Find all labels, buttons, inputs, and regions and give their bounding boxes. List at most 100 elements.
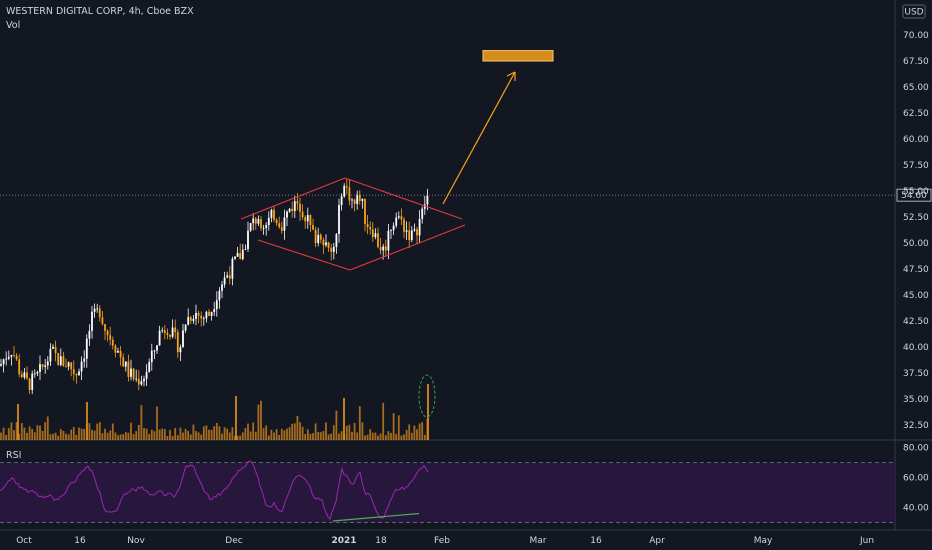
candle-body bbox=[252, 218, 255, 224]
candle-body bbox=[202, 318, 205, 320]
volume-bar bbox=[26, 432, 28, 440]
volume-bar bbox=[127, 432, 130, 440]
rsi-band-fill bbox=[0, 462, 895, 523]
volume-bar bbox=[296, 416, 299, 440]
time-tick-label: Feb bbox=[434, 536, 450, 546]
candle-body bbox=[273, 209, 275, 220]
candle-body bbox=[85, 338, 88, 359]
price-tick-label: 60.00 bbox=[903, 135, 929, 145]
candle-body bbox=[174, 327, 177, 333]
volume-bar bbox=[293, 423, 296, 440]
candle-body bbox=[377, 233, 379, 248]
volume-bar bbox=[309, 433, 312, 440]
candle-body bbox=[421, 208, 424, 219]
candle-body bbox=[384, 246, 387, 251]
volume-bar bbox=[319, 432, 322, 440]
volume-bar bbox=[20, 423, 23, 440]
projection-arrow-line bbox=[442, 71, 516, 205]
candle-body bbox=[0, 364, 2, 366]
volume-bar bbox=[96, 423, 99, 440]
candle-body bbox=[249, 223, 252, 231]
volume-bar bbox=[348, 424, 351, 440]
volume-bar bbox=[39, 425, 41, 440]
volume-bar bbox=[371, 432, 374, 440]
candle-body bbox=[148, 362, 151, 372]
diamond-pattern-line bbox=[257, 239, 351, 271]
volume-bar bbox=[382, 402, 385, 440]
volume-bar bbox=[340, 431, 343, 440]
candle-body bbox=[213, 309, 216, 312]
volume-bar bbox=[195, 430, 197, 440]
candle-body bbox=[387, 230, 390, 251]
rsi-tick-label: 80.00 bbox=[903, 444, 929, 454]
volume-bar bbox=[184, 429, 187, 440]
volume-bar bbox=[182, 432, 184, 440]
volume-bar bbox=[202, 426, 205, 440]
candle-body bbox=[171, 327, 174, 337]
price-tick-label: 57.50 bbox=[903, 161, 929, 171]
volume-bar bbox=[59, 429, 62, 440]
volume-bar bbox=[93, 430, 96, 440]
candle-body bbox=[262, 228, 265, 229]
volume-bar bbox=[392, 413, 395, 440]
candle-body bbox=[330, 247, 333, 252]
candle-body bbox=[234, 256, 236, 259]
candle-body bbox=[210, 311, 213, 316]
candle-body bbox=[78, 371, 80, 376]
candle-body bbox=[312, 225, 314, 230]
volume-bar bbox=[205, 425, 208, 440]
candle-body bbox=[327, 242, 330, 248]
volume-bar bbox=[366, 434, 369, 440]
volume-bar bbox=[226, 428, 229, 440]
candle-body bbox=[215, 300, 218, 310]
candle-body bbox=[309, 215, 312, 226]
candle-body bbox=[179, 347, 182, 353]
currency-badge[interactable] bbox=[902, 4, 926, 19]
currency-label: USD bbox=[904, 8, 923, 18]
volume-bar bbox=[278, 435, 281, 440]
candle-body bbox=[80, 361, 83, 372]
candle-body bbox=[130, 368, 132, 377]
candle-body bbox=[241, 249, 244, 260]
candle-body bbox=[59, 356, 62, 365]
volume-bar bbox=[330, 433, 333, 440]
candle-body bbox=[410, 230, 413, 241]
candle-body bbox=[364, 198, 366, 224]
volume-bar bbox=[57, 435, 60, 440]
volume-bar bbox=[421, 422, 424, 440]
volume-bar bbox=[130, 422, 132, 440]
candle-body bbox=[366, 223, 369, 228]
volume-bar bbox=[36, 425, 39, 440]
volume-bar bbox=[33, 432, 36, 440]
volume-bar bbox=[418, 423, 421, 440]
candle-body bbox=[418, 218, 421, 236]
candle-body bbox=[247, 230, 249, 250]
price-tick-label: 42.50 bbox=[903, 317, 929, 327]
volume-bar bbox=[325, 422, 327, 440]
candle-body bbox=[62, 356, 65, 367]
candle-body bbox=[403, 219, 405, 232]
candle-body bbox=[46, 361, 49, 366]
candle-body bbox=[275, 219, 278, 224]
volume-bar bbox=[427, 384, 429, 440]
volume-bar bbox=[257, 404, 260, 440]
volume-bar bbox=[254, 431, 257, 440]
volume-bar bbox=[283, 430, 286, 440]
volume-bar bbox=[0, 432, 2, 440]
volume-bar bbox=[314, 423, 317, 440]
candle-body bbox=[299, 203, 301, 212]
volume-bar bbox=[273, 432, 275, 440]
candle-body bbox=[254, 218, 257, 224]
candle-body bbox=[278, 223, 281, 228]
candle-body bbox=[369, 227, 372, 230]
price-axis[interactable]: 32.50 35.00 37.50 40.00 42.50 45.00 47.50 50.00… bbox=[903, 31, 929, 431]
volume-bar bbox=[166, 435, 169, 440]
time-tick-label: Nov bbox=[127, 536, 145, 546]
time-axis[interactable]: Oct 16 Nov Dec 2021 18 Feb Mar 16 Apr May Jun bbox=[16, 536, 874, 546]
volume-bar bbox=[140, 405, 143, 440]
volume-bar bbox=[176, 435, 179, 440]
volume-bar bbox=[410, 432, 413, 440]
volume-bar bbox=[150, 429, 153, 440]
candle-body bbox=[218, 290, 221, 301]
